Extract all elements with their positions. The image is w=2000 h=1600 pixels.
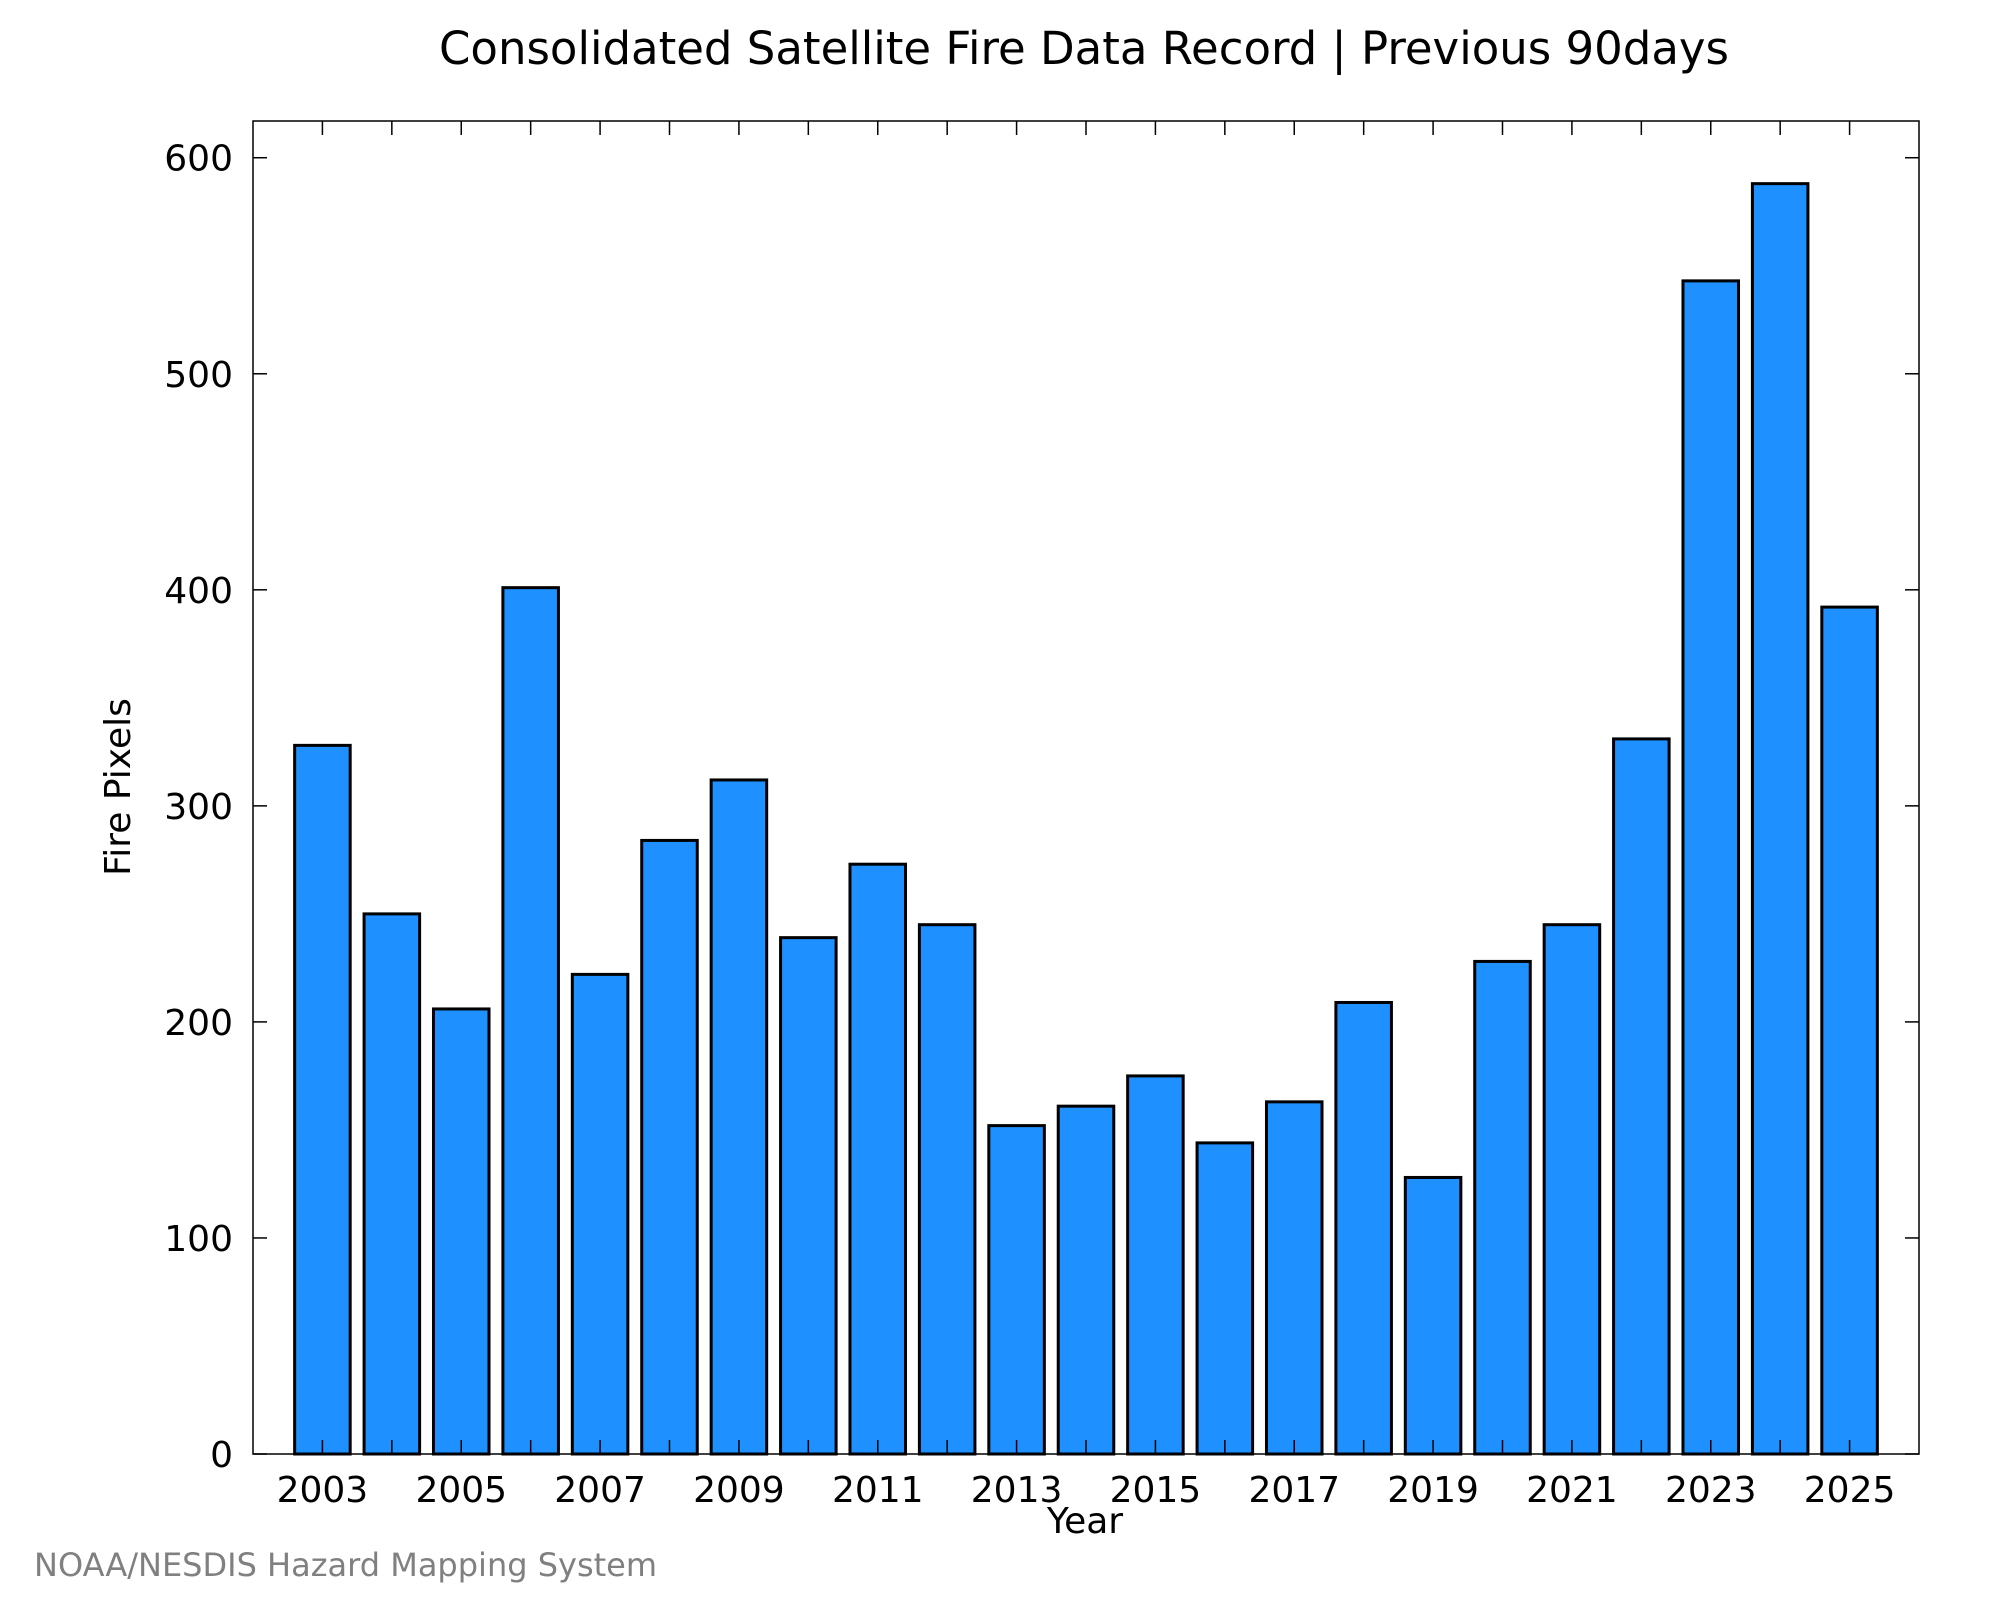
x-tick-label: 2005 <box>415 1470 507 1511</box>
x-axis-label: Year <box>1046 1501 1123 1542</box>
bar-2015 <box>1126 1074 1185 1456</box>
bar-2020 <box>1473 959 1532 1456</box>
bar-2010 <box>779 936 838 1456</box>
bar-2023 <box>1681 279 1741 1456</box>
bar-2018 <box>1334 1000 1393 1456</box>
y-axis-ticks: 0 100 200 300 400 500 600 <box>164 139 1919 1476</box>
x-tick-label: 2017 <box>1248 1470 1340 1511</box>
bar-2013 <box>987 1124 1046 1456</box>
y-tick-label: 300 <box>164 787 233 828</box>
bars-group <box>293 182 1879 1456</box>
y-axis-label: Fire Pixels <box>98 698 139 876</box>
x-axis-ticks: 2003 2005 2007 2009 2011 2013 2015 2017 2019 2021… <box>277 121 1896 1511</box>
x-tick-label: 2007 <box>554 1470 646 1511</box>
bar-2014 <box>1056 1104 1116 1456</box>
bar-2017 <box>1264 1100 1324 1456</box>
bar-2004 <box>362 912 422 1456</box>
bar-2007 <box>570 972 630 1456</box>
bar-2025 <box>1820 605 1879 1456</box>
bar-2003 <box>293 743 352 1456</box>
bar-2012 <box>917 923 977 1456</box>
bar-2005 <box>431 1007 491 1456</box>
bar-2008 <box>640 838 699 1456</box>
chart-title: Consolidated Satellite Fire Data Record … <box>439 22 1729 75</box>
bar-2016 <box>1195 1141 1255 1456</box>
x-tick-label: 2003 <box>277 1470 369 1511</box>
bar-2019 <box>1403 1175 1463 1456</box>
x-tick-label: 2023 <box>1665 1470 1757 1511</box>
x-tick-label: 2025 <box>1804 1470 1896 1511</box>
bar-2011 <box>848 862 908 1456</box>
y-tick-label: 0 <box>210 1435 233 1476</box>
bar-2021 <box>1542 923 1602 1456</box>
y-tick-label: 100 <box>164 1219 233 1260</box>
x-tick-label: 2015 <box>1110 1470 1202 1511</box>
bar-2006 <box>501 586 560 1456</box>
y-tick-label: 200 <box>164 1003 233 1044</box>
x-tick-label: 2009 <box>693 1470 785 1511</box>
x-tick-label: 2021 <box>1526 1470 1618 1511</box>
bar-2022 <box>1612 737 1671 1456</box>
y-tick-label: 400 <box>164 571 233 612</box>
x-tick-label: 2011 <box>832 1470 924 1511</box>
y-tick-label: 500 <box>164 355 233 396</box>
x-tick-label: 2019 <box>1387 1470 1479 1511</box>
bar-2024 <box>1750 182 1810 1456</box>
x-tick-label: 2013 <box>971 1470 1063 1511</box>
y-tick-label: 600 <box>164 139 233 180</box>
bar-2009 <box>709 778 769 1456</box>
credit-text: NOAA/NESDIS Hazard Mapping System <box>34 1546 657 1584</box>
